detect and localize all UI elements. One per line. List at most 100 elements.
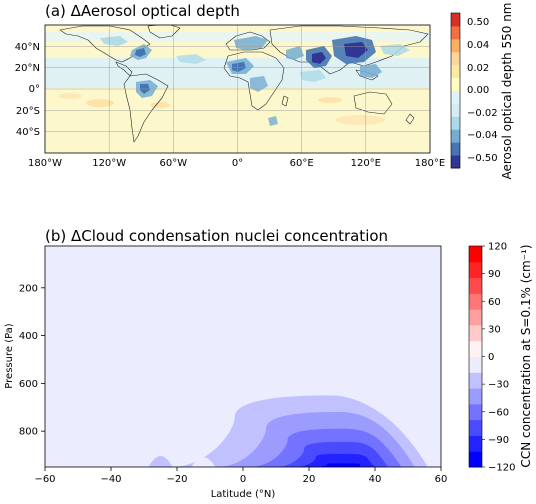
lat-label: 40°S bbox=[16, 127, 40, 138]
map-plot-area bbox=[45, 25, 430, 153]
aod-colorbar-label: Aerosol optical depth 550 nm bbox=[500, 3, 514, 180]
africa bbox=[223, 51, 285, 111]
lon-label: 120°E bbox=[351, 158, 381, 169]
cbar-a-tick: −0.50 bbox=[467, 153, 498, 164]
cbar-a-segment bbox=[451, 64, 460, 79]
cbar-a-tick: 0.04 bbox=[467, 40, 489, 51]
sh-positive-patch bbox=[150, 102, 170, 108]
contour-ylabel: Pressure (Pa) bbox=[4, 323, 15, 388]
cbar-b-segment bbox=[469, 388, 482, 405]
y-tick-label: 400 bbox=[19, 331, 38, 342]
panel-b-title: (b) ΔCloud condensation nuclei concentra… bbox=[45, 227, 388, 245]
cbar-b-segment bbox=[469, 419, 482, 436]
cbar-b-tick-label: 60 bbox=[488, 297, 501, 308]
panel-b: (b) ΔCloud condensation nuclei concentra… bbox=[4, 227, 533, 500]
cbar-a-segment bbox=[451, 38, 460, 53]
cbar-a-segment bbox=[451, 103, 460, 117]
cbar-a-tick: −0.02 bbox=[467, 108, 498, 119]
north-america bbox=[59, 25, 151, 63]
lon-label: 180°E bbox=[415, 158, 445, 169]
contour-lobes bbox=[138, 383, 441, 467]
cbar-a-tick: −0.04 bbox=[467, 130, 498, 141]
new-zealand bbox=[405, 113, 415, 125]
ccn-colorbar-label: CCN concentration at S=0.1% (cm⁻¹) bbox=[519, 244, 533, 467]
cbar-b-tick-label: 30 bbox=[488, 324, 501, 335]
panel-a-title: (a) ΔAerosol optical depth bbox=[45, 2, 240, 20]
contour-axes: −60 −40 −20 0 20 40 60 200 400 600 800 bbox=[19, 283, 447, 485]
lon-label: 60°E bbox=[290, 158, 314, 169]
cbar-a-segment bbox=[451, 116, 460, 130]
madagascar bbox=[281, 95, 289, 107]
map-lat-labels: 40°N 20°N 0° 20°S 40°S bbox=[15, 42, 40, 138]
cbar-b-tick-label: −30 bbox=[488, 380, 509, 391]
sh-positive-patch bbox=[58, 93, 82, 99]
cbar-a-tick: 0.02 bbox=[467, 63, 489, 74]
x-tick-label: −20 bbox=[166, 474, 187, 485]
x-tick-label: 0 bbox=[240, 474, 246, 485]
contour-lobe bbox=[315, 463, 362, 467]
cbar-a-segment bbox=[451, 90, 460, 104]
lat-label: 20°S bbox=[16, 106, 40, 117]
x-tick-label: 20 bbox=[303, 474, 316, 485]
cbar-b-segment bbox=[469, 277, 482, 294]
cbar-b-segment bbox=[469, 372, 482, 389]
cbar-b-segment bbox=[469, 435, 482, 452]
lat-label: 40°N bbox=[15, 42, 40, 53]
ccn-colorbar bbox=[469, 246, 482, 468]
x-tick-label: 40 bbox=[369, 474, 382, 485]
cbar-b-segment bbox=[469, 340, 482, 357]
panel-a: (a) ΔAerosol optical depth bbox=[15, 2, 514, 180]
cbar-a-tick: 0.50 bbox=[467, 17, 489, 28]
cbar-b-tick-label: −60 bbox=[488, 407, 509, 418]
cbar-a-segment bbox=[451, 155, 460, 169]
aod-colorbar-frame bbox=[450, 12, 461, 169]
cbar-b-segment bbox=[469, 403, 482, 421]
cbar-b-segment bbox=[469, 293, 482, 310]
cbar-b-tick-label: −120 bbox=[488, 463, 515, 474]
cbar-b-segment bbox=[469, 324, 482, 342]
aod-colorbar bbox=[451, 13, 460, 169]
contour-plot-area bbox=[45, 246, 441, 467]
south-america bbox=[123, 73, 169, 143]
cbar-a-segment bbox=[451, 77, 460, 91]
y-tick-label: 800 bbox=[19, 427, 38, 438]
cbar-b-tick-label: −90 bbox=[488, 435, 509, 446]
cbar-b-tick-label: 90 bbox=[488, 269, 501, 280]
y-tick-label: 600 bbox=[19, 379, 38, 390]
cbar-b-tick-label: 0 bbox=[488, 352, 494, 363]
cbar-b-segment bbox=[469, 261, 482, 279]
y-tick-label: 200 bbox=[19, 283, 38, 294]
cbar-a-segment bbox=[451, 13, 460, 27]
x-tick-label: −60 bbox=[34, 474, 55, 485]
map-frame bbox=[44, 24, 431, 154]
lon-label: 0° bbox=[232, 158, 243, 169]
lon-label: 120°W bbox=[92, 158, 126, 169]
cbar-a-segment bbox=[451, 51, 460, 66]
contour-bump bbox=[191, 457, 216, 467]
sh-positive-patch bbox=[318, 97, 342, 103]
lon-label: 60°W bbox=[159, 158, 187, 169]
cbar-a-tick: 0.00 bbox=[467, 85, 489, 96]
contour-xlabel: Latitude (°N) bbox=[211, 489, 276, 500]
sh-positive-patch bbox=[86, 99, 114, 107]
lat-label: 0° bbox=[29, 84, 40, 95]
map-lon-labels: 180°W 120°W 60°W 0° 60°E 120°E 180°E bbox=[28, 158, 445, 169]
cbar-b-segment bbox=[469, 451, 482, 468]
sh-positive-patch bbox=[335, 115, 385, 125]
cbar-b-tick-label: 120 bbox=[488, 242, 507, 253]
map-gridlines bbox=[45, 25, 430, 153]
aod-colorbar-ticks: 0.50 0.04 0.02 0.00 −0.02 −0.04 −0.50 bbox=[467, 17, 498, 164]
cbar-a-segment bbox=[451, 142, 460, 156]
cbar-b-segment bbox=[469, 356, 482, 373]
lon-label: 180°W bbox=[28, 158, 62, 169]
cbar-b-segment bbox=[469, 246, 482, 263]
x-tick-label: −40 bbox=[100, 474, 121, 485]
cbar-a-segment bbox=[451, 25, 460, 40]
ccn-colorbar-ticks: 120 90 60 30 0 −30 −60 −90 −120 bbox=[482, 242, 515, 474]
lat-label: 20°N bbox=[15, 63, 40, 74]
x-tick-label: 60 bbox=[435, 474, 448, 485]
cbar-b-segment bbox=[469, 309, 482, 326]
australia bbox=[353, 91, 393, 115]
greenland bbox=[147, 25, 181, 39]
